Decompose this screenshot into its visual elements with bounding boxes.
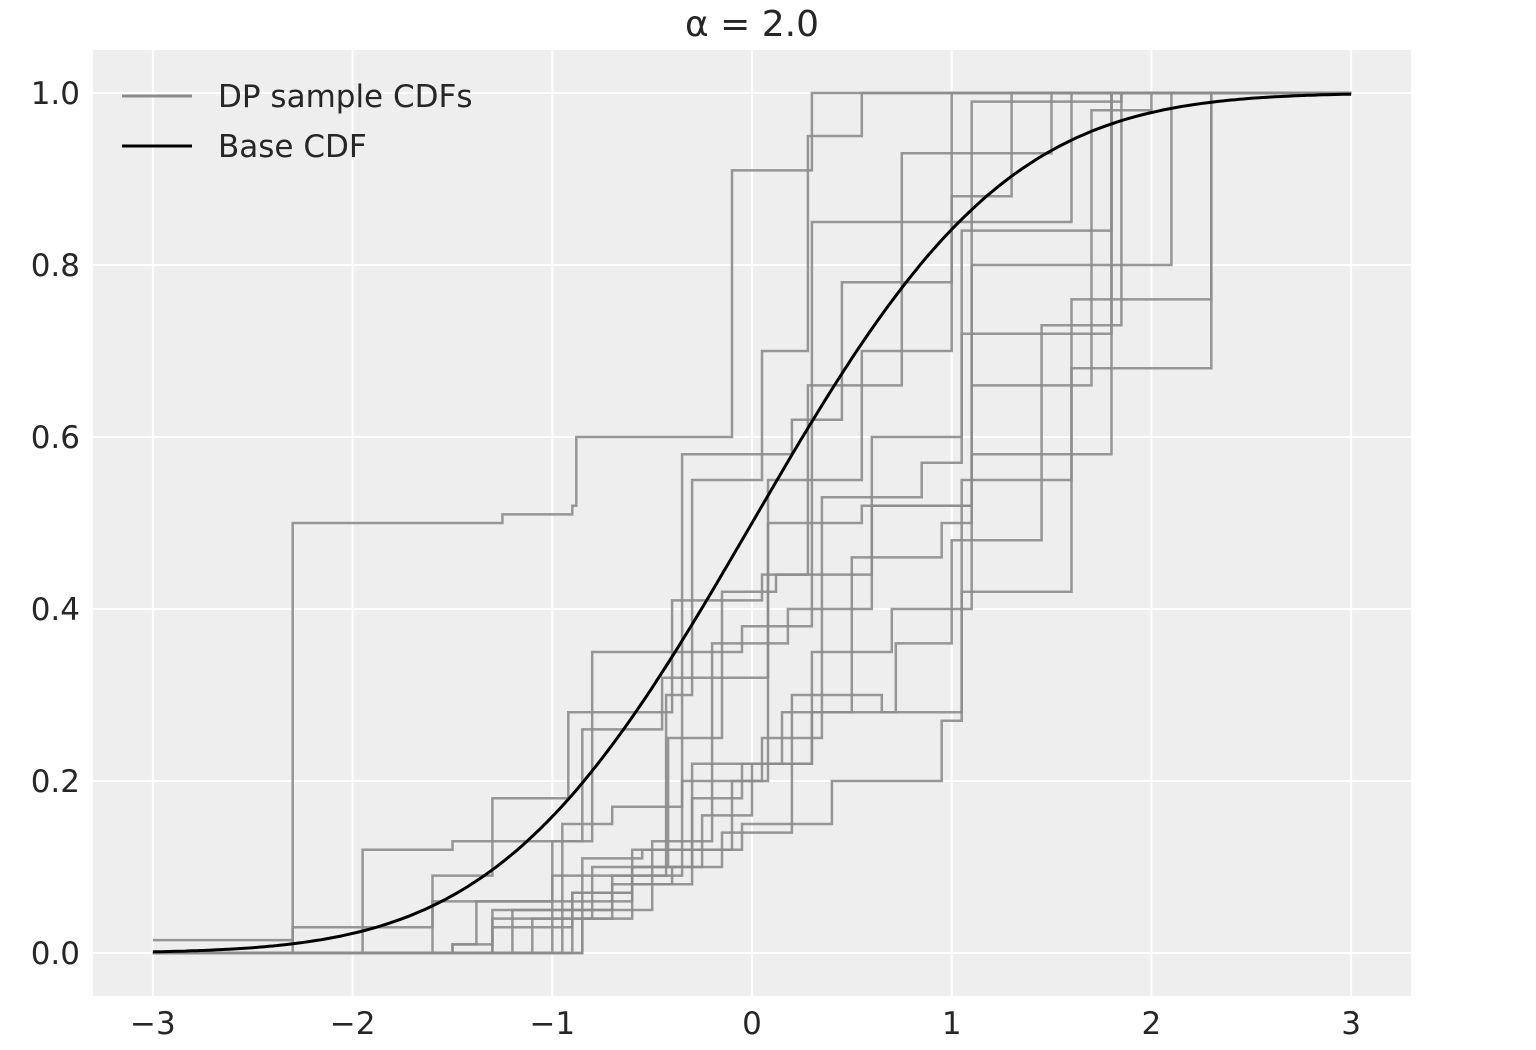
y-tick-label: 0.0 bbox=[31, 936, 80, 972]
legend: DP sample CDFs Base CDF bbox=[122, 79, 472, 165]
y-tick-label: 0.2 bbox=[31, 764, 80, 800]
dp-sample-cdf-line bbox=[152, 91, 1352, 955]
y-tick-label: 0.6 bbox=[31, 420, 80, 456]
x-tick-label: −3 bbox=[130, 1006, 176, 1042]
y-tick-label: 0.4 bbox=[31, 592, 80, 628]
legend-label-dp-samples: DP sample CDFs bbox=[218, 79, 472, 115]
y-tick-labels: 0.0 0.2 0.4 0.6 0.8 1.0 bbox=[31, 76, 80, 972]
dp-sample-cdf-line bbox=[152, 91, 1352, 955]
dp-sample-cdf-line bbox=[152, 91, 1352, 955]
x-tick-label: 0 bbox=[742, 1006, 762, 1042]
x-tick-label: 3 bbox=[1341, 1006, 1361, 1042]
dp-sample-cdf-line bbox=[152, 91, 1352, 955]
x-tick-label: 2 bbox=[1142, 1006, 1162, 1042]
x-tick-labels: −3 −2 −1 0 1 2 3 bbox=[130, 1006, 1361, 1042]
dp-sample-cdf-line bbox=[152, 91, 1352, 955]
base-cdf-group bbox=[152, 92, 1352, 954]
chart-title: α = 2.0 bbox=[685, 4, 819, 45]
dp-sample-cdf-line bbox=[152, 91, 1352, 942]
legend-label-base-cdf: Base CDF bbox=[218, 129, 367, 165]
y-tick-label: 1.0 bbox=[31, 76, 80, 112]
y-tick-label: 0.8 bbox=[31, 248, 80, 284]
x-tick-label: −2 bbox=[330, 1006, 376, 1042]
x-tick-label: 1 bbox=[942, 1006, 962, 1042]
x-tick-label: −1 bbox=[529, 1006, 575, 1042]
dp-sample-cdfs bbox=[152, 91, 1352, 955]
base-cdf-line bbox=[152, 92, 1352, 954]
dp-sample-cdf-line bbox=[152, 91, 1352, 955]
